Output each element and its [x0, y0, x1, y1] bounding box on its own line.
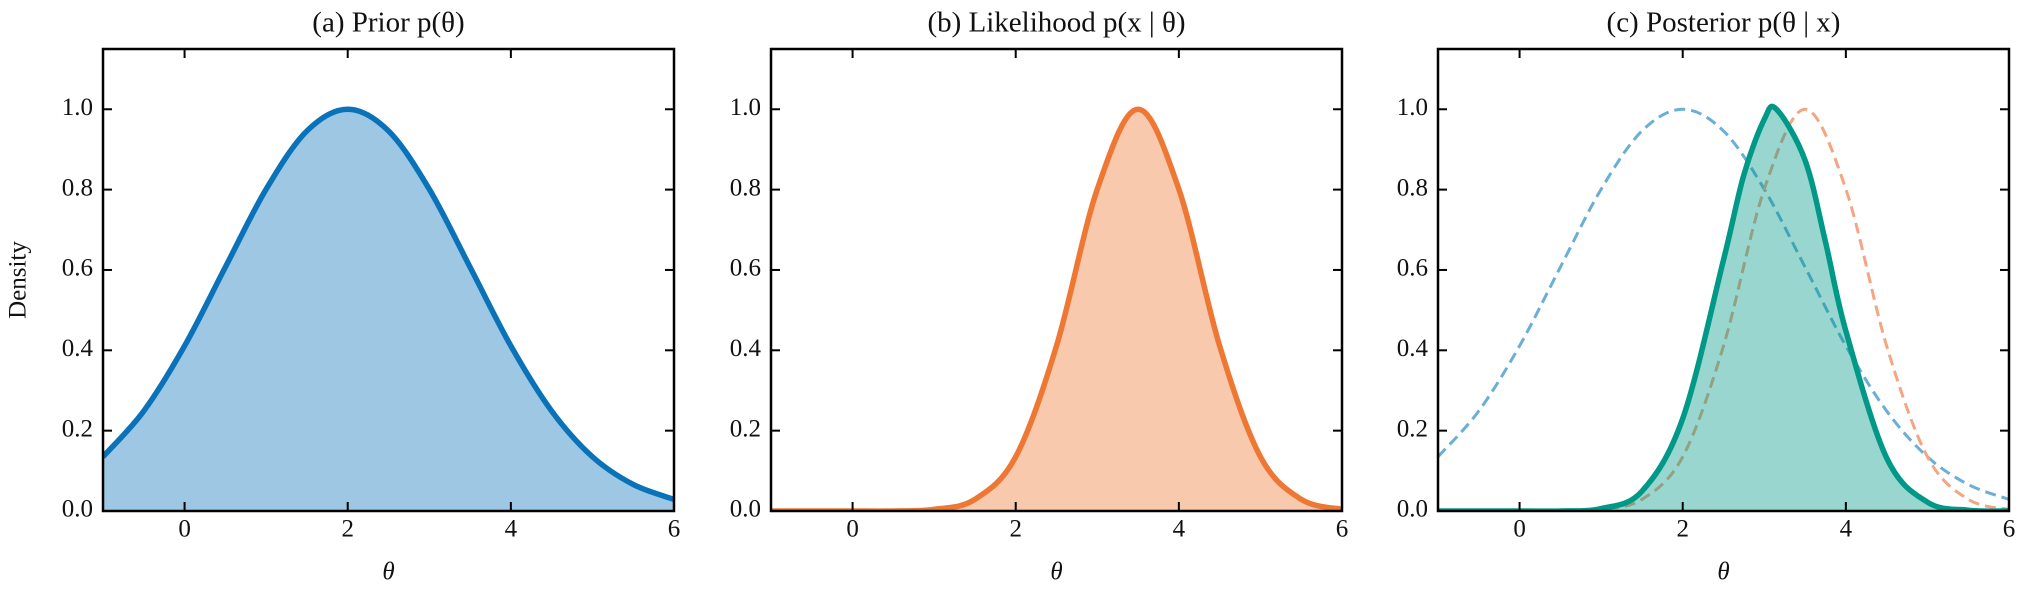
- x-tick-label: 2: [1676, 516, 1689, 543]
- chart-title: (b) Likelihood p(x | θ): [927, 7, 1185, 39]
- x-tick-label: 4: [505, 516, 518, 543]
- axes-frame: [101, 47, 676, 513]
- x-tick-label: 4: [1840, 516, 1853, 543]
- area: [771, 109, 1342, 511]
- y-tick-label: 0.4: [1397, 335, 1429, 362]
- area: [103, 109, 674, 511]
- x-tick-label: 6: [668, 516, 681, 543]
- x-tick-label: 4: [1173, 516, 1186, 543]
- panel: 0 2 4 6 0.0 0.2 0.4 0.6 0.8 1.0 (b) Likelihood p(x…: [730, 7, 1349, 586]
- y-tick-label: 0.0: [1397, 496, 1428, 523]
- y-tick-label: 0.6: [62, 255, 93, 282]
- y-tick-label: 0.6: [1397, 255, 1428, 282]
- x-tick-label: 6: [1336, 516, 1349, 543]
- chart-title: (a) Prior p(θ): [312, 7, 464, 39]
- axes-frame: [1436, 47, 2011, 513]
- x-tick-label: 0: [1513, 516, 1526, 543]
- y-tick-label: 0.4: [730, 335, 762, 362]
- y-tick-label: 1.0: [730, 94, 761, 121]
- y-tick-label: 0.4: [62, 335, 94, 362]
- y-tick-label: 0.2: [62, 415, 93, 442]
- chart-title: (c) Posterior p(θ | x): [1607, 7, 1841, 39]
- y-tick-label: 0.8: [730, 174, 761, 201]
- area: [1438, 106, 2009, 511]
- y-axis-label: Density: [5, 241, 32, 319]
- x-tick-label: 0: [846, 516, 859, 543]
- line: [1438, 107, 2009, 501]
- y-tick-label: 0.2: [1397, 415, 1428, 442]
- y-tick-label: 0.0: [730, 496, 761, 523]
- x-axis-label: θ: [1717, 559, 1729, 586]
- y-tick-label: 0.2: [730, 415, 761, 442]
- line: [103, 106, 674, 502]
- panel: 0 2 4 6 0.0 0.2 0.4 0.6 0.8 1.0 (a) Prior p(θ) θ Den…: [5, 7, 681, 586]
- plot-area: [771, 106, 1342, 511]
- x-tick-label: 0: [178, 516, 191, 543]
- x-axis-label: θ: [382, 559, 394, 586]
- line: [771, 106, 1342, 511]
- x-tick-label: 6: [2003, 516, 2016, 543]
- line: [1438, 103, 2009, 511]
- x-tick-label: 2: [341, 516, 354, 543]
- plot-area: [103, 106, 674, 511]
- y-tick-label: 0.0: [62, 496, 93, 523]
- plot-area: [1438, 103, 2009, 511]
- x-axis-label: θ: [1050, 559, 1062, 586]
- y-tick-label: 0.8: [1397, 174, 1428, 201]
- line: [1438, 107, 2009, 511]
- x-tick-label: 2: [1009, 516, 1022, 543]
- axes-frame: [769, 47, 1344, 513]
- panel: 0 2 4 6 0.0 0.2 0.4 0.6 0.8 1.0 (c) Posterior p(θ …: [1397, 7, 2016, 586]
- y-tick-label: 0.6: [730, 255, 761, 282]
- y-tick-label: 1.0: [1397, 94, 1428, 121]
- y-tick-label: 0.8: [62, 174, 93, 201]
- y-tick-label: 1.0: [62, 94, 93, 121]
